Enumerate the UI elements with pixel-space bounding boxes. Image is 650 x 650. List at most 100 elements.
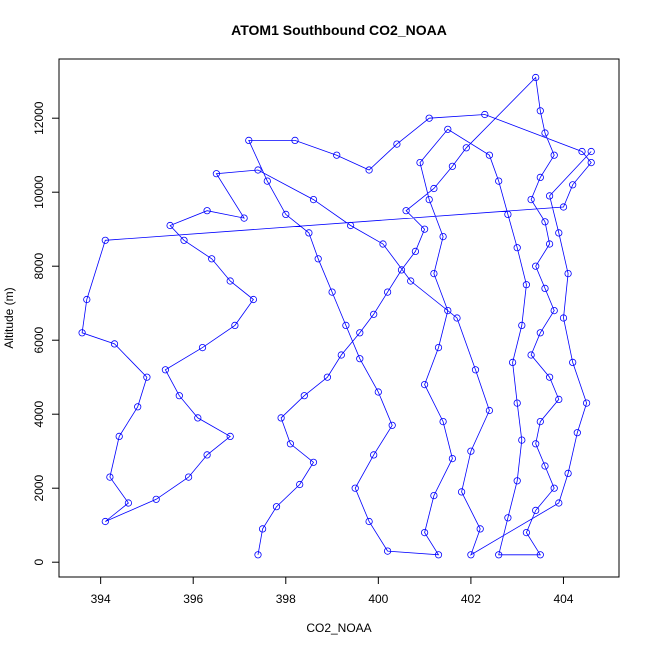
data-point: [536, 551, 544, 559]
data-point: [166, 221, 174, 230]
data-point: [351, 484, 359, 492]
data-point: [198, 343, 207, 352]
data-point: [337, 351, 345, 359]
data-point: [124, 499, 132, 507]
x-tick-label: 402: [461, 592, 481, 606]
data-point: [504, 210, 512, 218]
data-point: [277, 414, 285, 422]
data-point: [300, 392, 308, 400]
data-point: [513, 244, 521, 252]
data-point: [559, 314, 568, 322]
data-point: [115, 432, 123, 440]
data-point: [430, 269, 438, 278]
data-point: [462, 144, 470, 152]
data-point: [152, 495, 160, 503]
data-point: [356, 355, 364, 363]
data-point: [481, 110, 489, 119]
data-point: [541, 284, 549, 292]
chart-title: ATOM1 Southbound CO2_NOAA: [231, 22, 447, 38]
data-point: [444, 125, 452, 133]
data-point: [370, 451, 378, 459]
y-tick-label: 6000: [32, 327, 46, 354]
data-point: [342, 321, 350, 329]
data-point: [448, 454, 456, 463]
data-point: [508, 358, 517, 366]
y-tick-label: 8000: [32, 253, 46, 280]
data-point: [536, 329, 544, 337]
data-point: [309, 458, 318, 466]
data-point: [226, 277, 234, 285]
data-point: [541, 462, 549, 470]
data-point: [550, 151, 558, 159]
data-point: [282, 210, 290, 218]
data-point: [550, 306, 558, 315]
data-point: [541, 218, 549, 226]
data-point: [356, 329, 364, 337]
x-tick-label: 396: [183, 592, 203, 606]
data-point: [346, 221, 355, 230]
data-point: [471, 366, 480, 374]
data-point: [495, 551, 503, 559]
data-point: [379, 240, 387, 248]
data-point: [513, 477, 521, 485]
data-point: [106, 473, 114, 481]
x-tick-label: 400: [368, 592, 388, 606]
y-tick-label: 0: [32, 559, 46, 566]
data-point: [101, 236, 109, 244]
data-point: [559, 203, 568, 211]
data-point: [578, 147, 586, 156]
y-tick-label: 2000: [32, 475, 46, 502]
data-point: [513, 399, 521, 407]
data-point: [226, 432, 234, 440]
data-point: [425, 196, 433, 204]
data-point: [393, 140, 401, 148]
data-point: [504, 514, 512, 522]
data-point: [383, 547, 392, 555]
data-point: [383, 288, 392, 296]
data-point: [388, 421, 396, 429]
data-point: [434, 343, 443, 352]
data-point: [407, 277, 415, 285]
data-point: [397, 266, 406, 274]
data-point: [518, 436, 526, 444]
data-point: [555, 229, 563, 237]
data-point: [333, 151, 341, 159]
y-tick-label: 4000: [32, 401, 46, 428]
data-point: [587, 159, 595, 167]
data-point: [555, 395, 563, 403]
data-point: [309, 196, 318, 204]
data-point: [180, 236, 188, 244]
data-point: [457, 488, 466, 496]
data-point: [467, 551, 475, 559]
data-point: [134, 403, 142, 411]
data-point: [314, 255, 322, 263]
data-point: [411, 247, 419, 255]
data-point: [83, 295, 91, 304]
data-point: [476, 525, 484, 533]
data-point: [143, 373, 151, 381]
data-point: [296, 480, 304, 489]
data-point: [467, 447, 475, 455]
data-point: [175, 392, 183, 400]
data-point: [545, 240, 554, 248]
y-axis: 0 2000 4000 6000 8000 10000 12000: [32, 101, 60, 566]
data-point: [203, 451, 211, 459]
data-point: [485, 406, 493, 415]
data-point: [444, 306, 452, 315]
data-point: [365, 517, 373, 526]
data-point: [305, 229, 313, 237]
series-line: [81, 76, 592, 556]
data-point: [434, 551, 443, 559]
x-tick-label: 398: [276, 592, 296, 606]
data-point: [272, 503, 281, 511]
data-point: [545, 373, 554, 381]
data-point: [545, 192, 554, 200]
data-point: [536, 417, 544, 426]
data-point: [258, 525, 267, 533]
x-axis: 394 396 398 400 402 404: [91, 576, 574, 606]
data-point: [365, 166, 373, 174]
data-point: [522, 281, 531, 289]
data-point: [550, 484, 558, 492]
data-point: [249, 295, 257, 304]
